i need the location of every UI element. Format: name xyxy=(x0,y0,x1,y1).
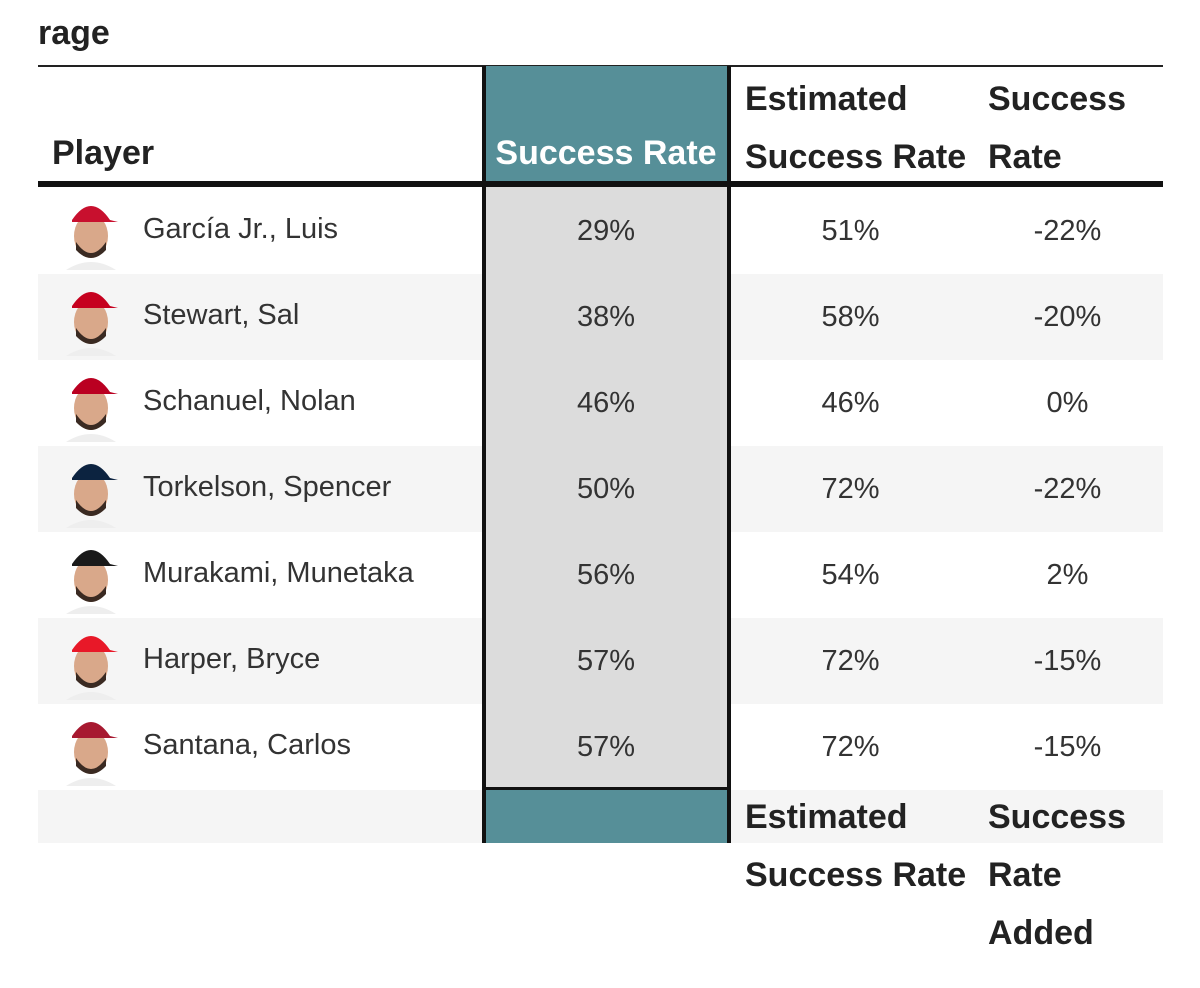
column-border xyxy=(727,66,731,843)
row-bg xyxy=(38,274,483,360)
player-avatar xyxy=(60,450,122,528)
row-bg xyxy=(729,274,1163,360)
row-bg xyxy=(38,618,483,704)
cell-value: 72% xyxy=(821,644,880,677)
avatar-icon xyxy=(66,636,118,700)
cell-value: 2% xyxy=(1046,558,1089,591)
column-border xyxy=(482,66,486,843)
cell-value: 46% xyxy=(821,386,880,419)
column-header: Success Rate xyxy=(495,134,717,172)
row-bg xyxy=(729,446,1163,532)
cell-value: -22% xyxy=(1033,472,1102,505)
avatar-icon xyxy=(66,550,118,614)
cell-value: 51% xyxy=(821,214,880,247)
cell-value: -15% xyxy=(1033,730,1102,763)
avatar-icon xyxy=(66,292,118,356)
player-avatar xyxy=(60,192,122,270)
highlight-column xyxy=(483,185,729,790)
cell-value: 50% xyxy=(576,472,636,505)
row-bg xyxy=(729,618,1163,704)
cell-value: 46% xyxy=(576,386,636,419)
cell-value: -22% xyxy=(1033,214,1102,247)
column-header: Success Rate Added xyxy=(988,80,1126,176)
cell-value: 57% xyxy=(576,644,636,677)
cell-value: -15% xyxy=(1033,644,1102,677)
player-avatar xyxy=(60,536,122,614)
player-name: Stewart, Sal xyxy=(143,298,300,331)
cell-value: 57% xyxy=(576,730,636,763)
table: Player Success Rate Estimated Success Rate… xyxy=(38,65,1163,952)
player-name: García Jr., Luis xyxy=(143,212,339,245)
cell-value: 29% xyxy=(576,214,636,247)
player-avatar xyxy=(60,708,122,786)
cell-value: 54% xyxy=(821,558,880,591)
cell-value: 56% xyxy=(576,558,636,591)
footer-bg xyxy=(38,790,483,843)
page: {"header": {"title": "rage"}, "table": {… xyxy=(38,14,1163,952)
footer-bg xyxy=(729,790,1163,843)
cell-value: 58% xyxy=(821,300,880,333)
page-title: rage xyxy=(38,14,110,52)
player-name: Torkelson, Spencer xyxy=(143,470,392,503)
avatar-icon xyxy=(66,464,118,528)
cell-value: 72% xyxy=(821,730,880,763)
header-rule xyxy=(38,181,1163,187)
player-avatar xyxy=(60,622,122,700)
player-name: Santana, Carlos xyxy=(143,728,351,761)
footer-header: Estimated Success Rate xyxy=(745,798,967,894)
highlight-header xyxy=(483,66,729,185)
cell-value: -20% xyxy=(1033,300,1102,333)
player-name: Murakami, Munetaka xyxy=(143,556,414,589)
cell-value: 38% xyxy=(576,300,636,333)
footer-header: Success Rate Added xyxy=(988,798,1126,952)
player-name: Harper, Bryce xyxy=(143,642,321,675)
player-name: Schanuel, Nolan xyxy=(143,384,356,417)
avatar-icon xyxy=(66,378,118,442)
column-border xyxy=(483,787,729,790)
row-bg xyxy=(38,446,483,532)
cell-value: 72% xyxy=(821,472,880,505)
player-avatar xyxy=(60,278,122,356)
player-avatar xyxy=(60,364,122,442)
column-header: Player xyxy=(52,134,155,172)
cell-value: 0% xyxy=(1046,386,1089,419)
column-header: Estimated Success Rate xyxy=(745,80,967,176)
highlight-footer xyxy=(483,790,729,843)
avatar-icon xyxy=(66,206,118,270)
avatar-icon xyxy=(66,722,118,786)
